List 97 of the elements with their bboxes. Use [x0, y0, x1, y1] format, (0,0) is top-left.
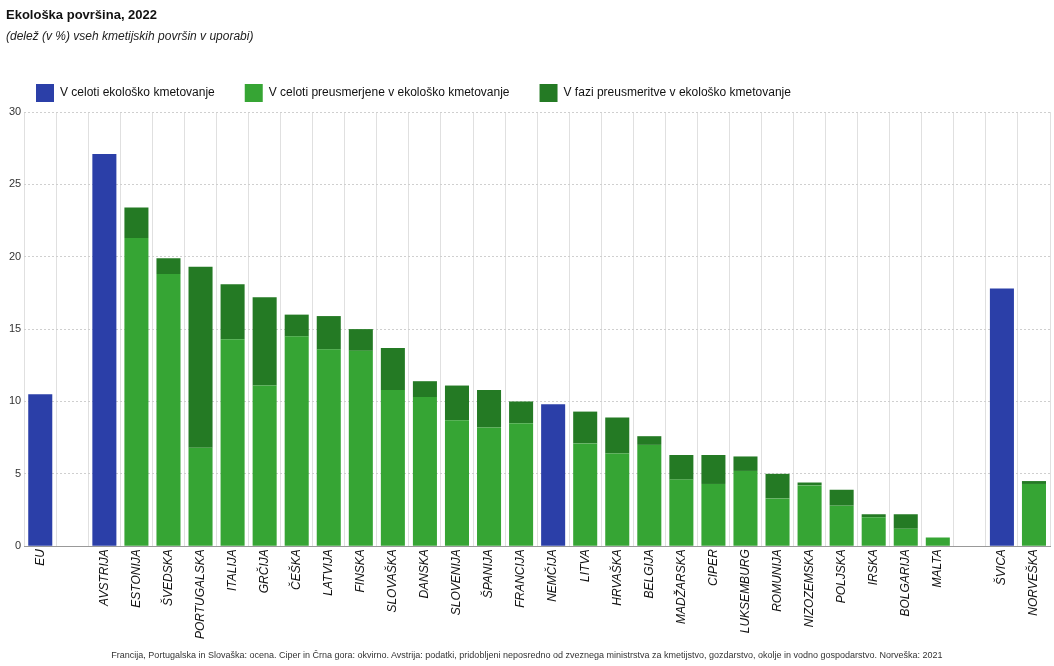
bar	[925, 537, 950, 546]
x-tick-label: MALTA	[930, 549, 945, 588]
bar	[669, 479, 694, 546]
y-tick-label: 10	[8, 394, 22, 407]
bar	[573, 411, 598, 444]
bar	[541, 404, 566, 546]
x-tick-label: FINSKA	[353, 549, 368, 593]
bar	[477, 389, 502, 428]
bar	[637, 444, 662, 546]
bar	[1021, 483, 1046, 546]
x-tick-label: ŠPANIJA	[480, 549, 496, 599]
bar	[284, 336, 309, 546]
chart-title: Ekološka površina, 2022	[6, 7, 158, 23]
x-tick-label: SLOVAŠKA	[384, 549, 400, 613]
bar	[733, 470, 758, 546]
bar	[637, 436, 662, 445]
bar	[605, 417, 630, 454]
x-tick-label: EU	[32, 548, 47, 566]
y-tick-label: 0	[15, 539, 22, 552]
x-tick-label: BOLGARIJA	[898, 549, 913, 617]
legend-label: V celoti ekološko kmetovanje	[60, 85, 216, 100]
x-tick-label: SLOVENIJA	[449, 549, 464, 616]
x-tick-label: ITALIJA	[224, 549, 239, 591]
x-tick-label: ŠVEDSKA	[159, 549, 175, 606]
bar	[220, 339, 245, 546]
y-tick-label: 5	[15, 466, 22, 479]
x-tick-label: NORVEŠKA	[1025, 549, 1041, 616]
x-tick-label: GRČIJA	[255, 549, 271, 594]
bar	[156, 258, 181, 275]
bar	[701, 455, 726, 484]
x-tick-label: PORTUGALSKA	[192, 549, 207, 640]
bar	[893, 514, 918, 529]
x-tick-label: ČEŠKA	[288, 549, 304, 590]
x-tick-label: ESTONIJA	[128, 549, 143, 608]
x-tick-label: IRSKA	[866, 549, 881, 586]
x-tick-label: NEMČIJA	[544, 549, 560, 602]
bar	[509, 423, 534, 546]
y-tick-label: 15	[8, 322, 22, 335]
bar	[188, 266, 213, 448]
x-tick-label: NIZOZEMSKA	[801, 549, 816, 628]
bar	[765, 498, 790, 546]
x-tick-label: LITVA	[577, 549, 592, 582]
bar	[220, 284, 245, 340]
legend-label: V celoti preusmerjene v ekološko kmetovanje	[268, 85, 510, 100]
bar	[412, 381, 437, 398]
bar	[989, 288, 1014, 546]
x-tick-label: LATVIJA	[321, 549, 336, 596]
bar	[861, 517, 886, 546]
bar	[380, 347, 405, 390]
bar	[509, 401, 534, 424]
bar	[124, 207, 149, 238]
x-tick-label: ROMUNIJA	[769, 549, 784, 612]
bar	[124, 237, 149, 546]
bar	[733, 456, 758, 471]
bar	[316, 316, 341, 350]
bar	[28, 394, 53, 546]
bar	[829, 489, 854, 506]
bar	[797, 485, 822, 546]
text: Francija, Portugalska in Slovaška: ocena. Ciper in Črna gora: okvirno. Avstrija: podatki, pridobljeni neposredno od zveznega ministrstva za kmetijstvo, gozdarstvo, okolje in vodno gospodarstvo. Norveška: 2021	[110, 649, 944, 662]
x-tick-label: LUKSEMBURG	[737, 549, 752, 634]
bar	[188, 447, 213, 546]
x-tick-label: CIPER	[705, 548, 720, 586]
bar	[348, 329, 373, 351]
y-tick-label: 25	[8, 177, 22, 190]
bar	[252, 385, 277, 546]
bar	[669, 455, 694, 480]
bar	[284, 314, 309, 337]
bar	[252, 297, 277, 386]
x-tick-label: BELGIJA	[641, 549, 656, 599]
bar	[444, 420, 469, 546]
legend-label: V fazi preusmeritve v ekološko kmetovanje	[563, 85, 792, 100]
x-tick-label: HRVAŠKA	[608, 549, 624, 606]
bar	[380, 389, 405, 546]
bar	[573, 443, 598, 546]
bar	[829, 505, 854, 546]
x-tick-label: DANSKA	[417, 549, 432, 599]
x-tick-label: FRANCIJA	[513, 549, 528, 608]
bar	[765, 473, 790, 499]
bar	[861, 514, 886, 518]
y-tick-label: 20	[8, 249, 22, 262]
bar	[92, 153, 117, 546]
x-tick-label: ŠVICA	[993, 549, 1009, 586]
x-tick-label: MADŽARSKA	[672, 549, 688, 624]
bar	[316, 349, 341, 546]
bar	[605, 453, 630, 546]
bar	[156, 274, 181, 546]
bar	[477, 427, 502, 546]
bar	[348, 350, 373, 546]
bar	[893, 528, 918, 546]
y-tick-label: 30	[8, 105, 22, 118]
x-tick-label: AVSTRIJA	[96, 549, 111, 607]
chart-subtitle: (delež (v %) vseh kmetijskih površin v uporabi)	[6, 29, 254, 44]
bar	[444, 385, 469, 421]
bar	[412, 397, 437, 546]
bar	[1021, 481, 1046, 484]
bar	[701, 483, 726, 546]
x-tick-label: POLJSKA	[833, 549, 848, 604]
